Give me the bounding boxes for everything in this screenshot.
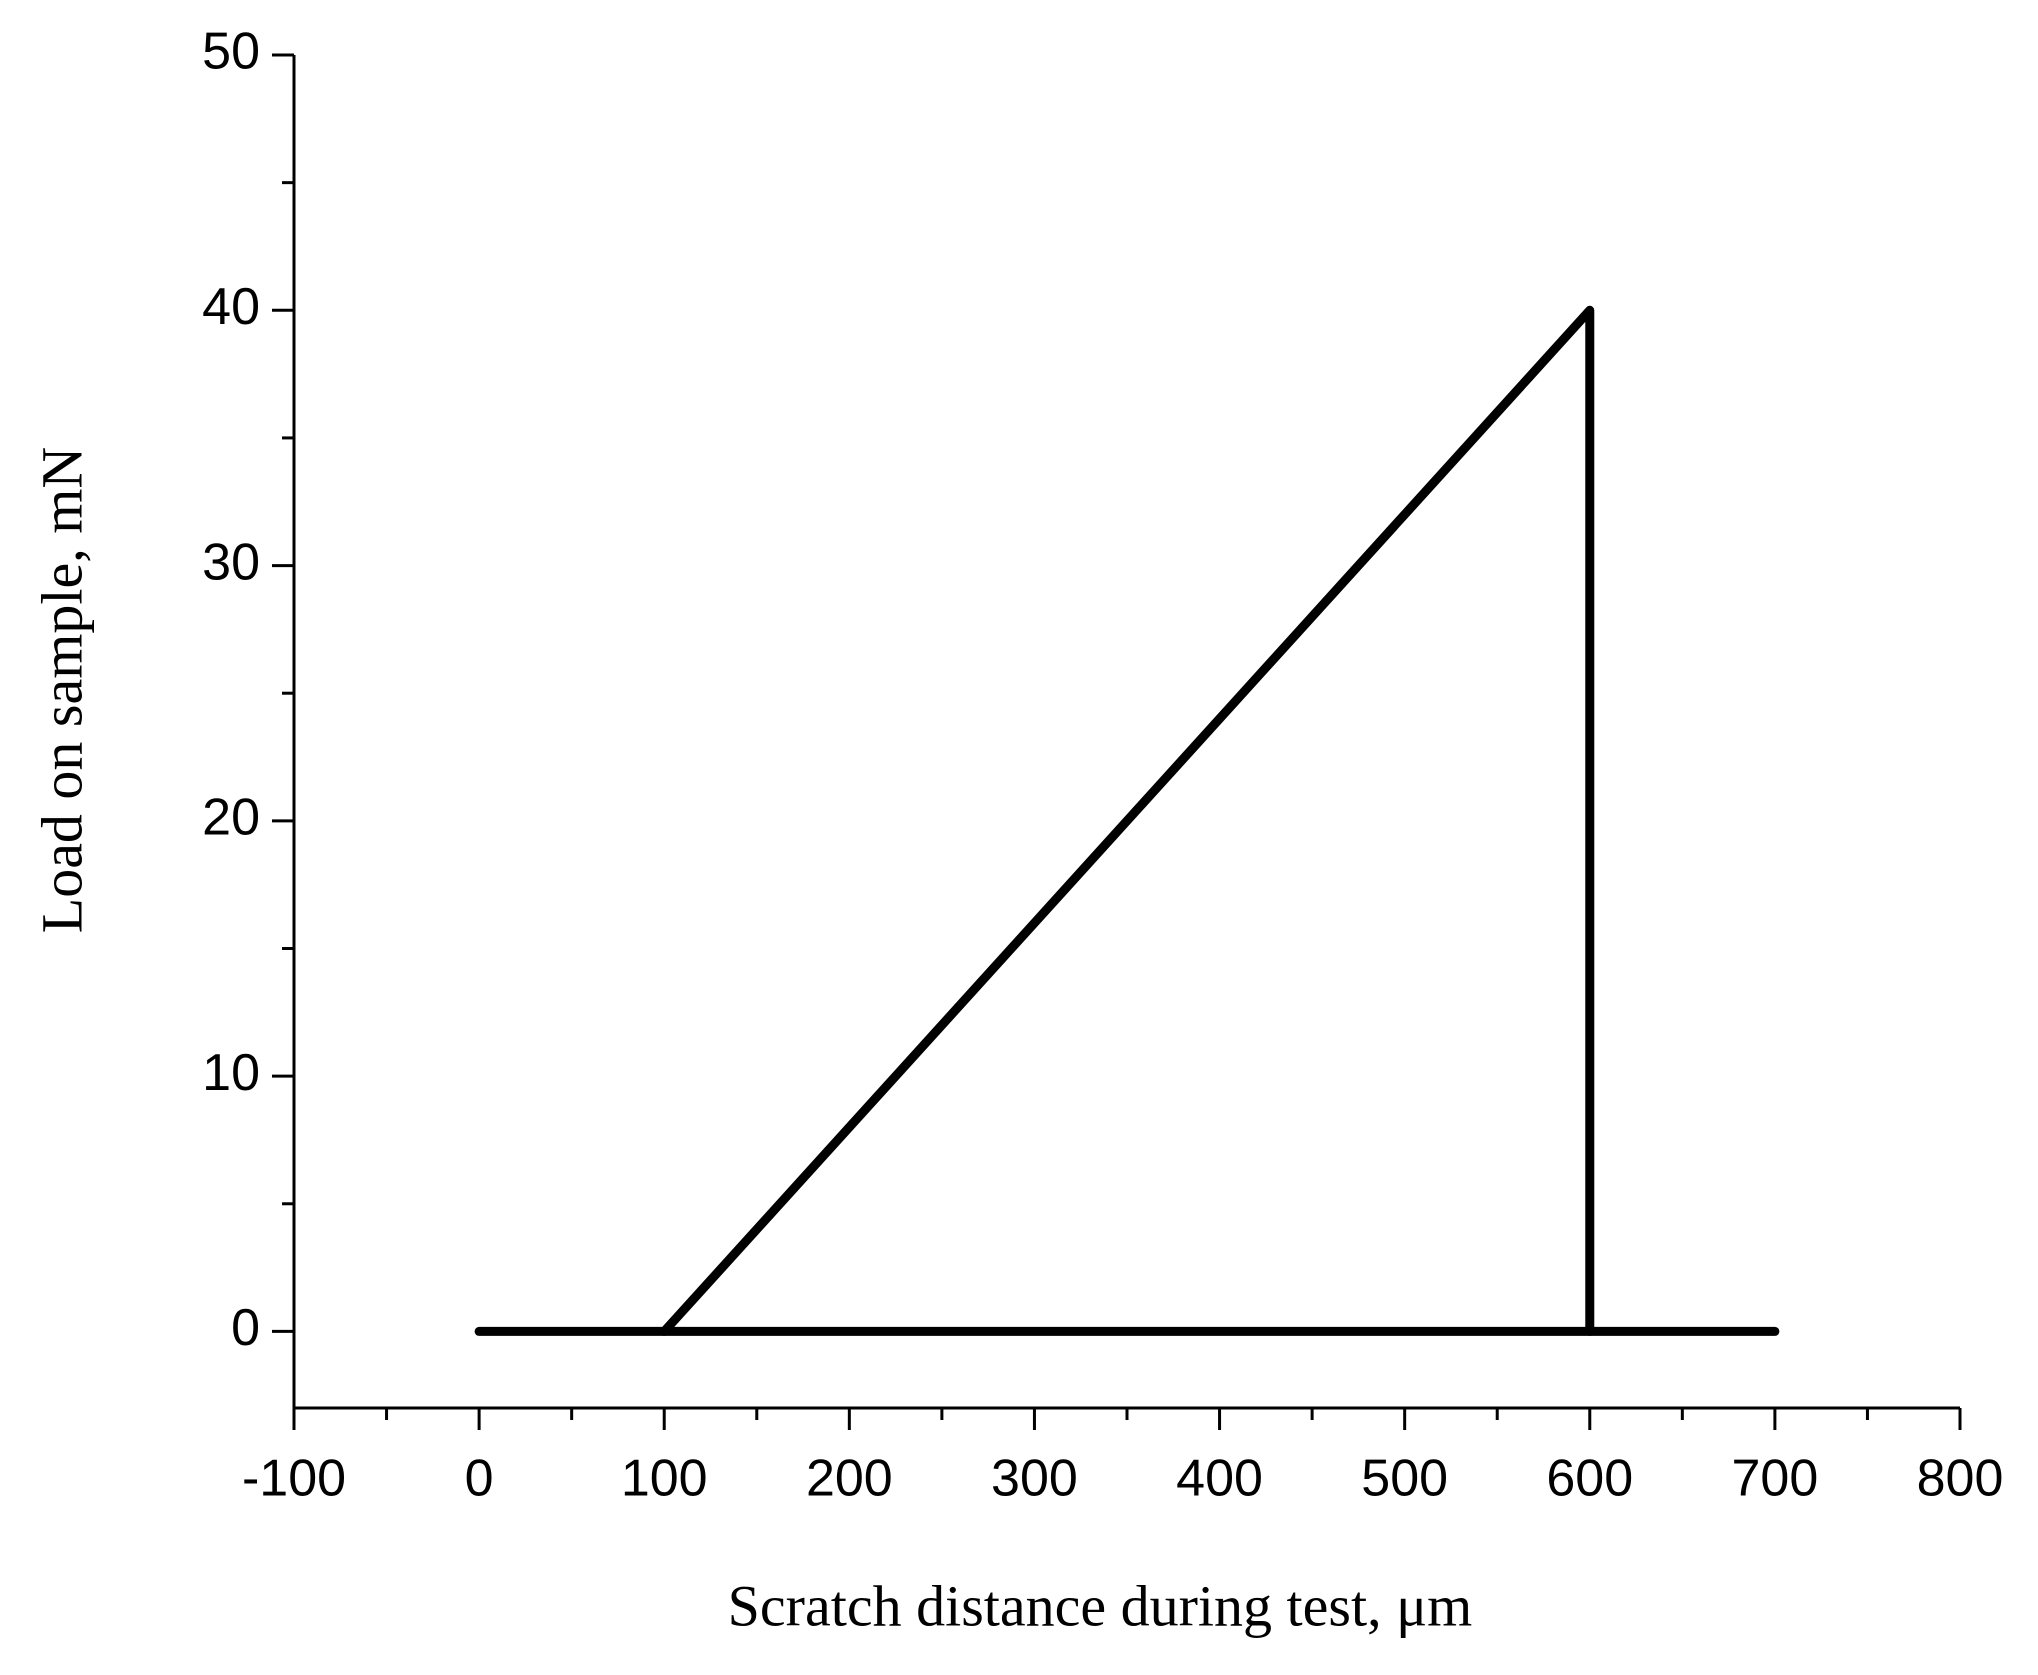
- x-tick-label: 0: [465, 1450, 494, 1508]
- x-axis-label: Scratch distance during test, μm: [728, 1573, 1473, 1638]
- x-tick-label: 600: [1546, 1450, 1633, 1508]
- x-tick-label: 700: [1732, 1450, 1819, 1508]
- x-tick-label: 200: [806, 1450, 893, 1508]
- y-tick-label: 0: [231, 1299, 260, 1357]
- y-axis-label: Load on sample, mN: [29, 447, 94, 933]
- y-tick-label: 10: [202, 1044, 260, 1102]
- y-tick-label: 20: [202, 789, 260, 847]
- y-tick-label: 50: [202, 23, 260, 81]
- data-line: [659, 305, 1595, 1336]
- x-tick-label: 100: [621, 1450, 708, 1508]
- x-tick-label: 500: [1361, 1450, 1448, 1508]
- x-tick-label: 300: [991, 1450, 1078, 1508]
- y-tick-label: 40: [202, 278, 260, 336]
- y-tick-label: 30: [202, 533, 260, 591]
- x-tick-label: 800: [1917, 1450, 2004, 1508]
- x-tick-label: -100: [242, 1450, 346, 1508]
- x-tick-label: 400: [1176, 1450, 1263, 1508]
